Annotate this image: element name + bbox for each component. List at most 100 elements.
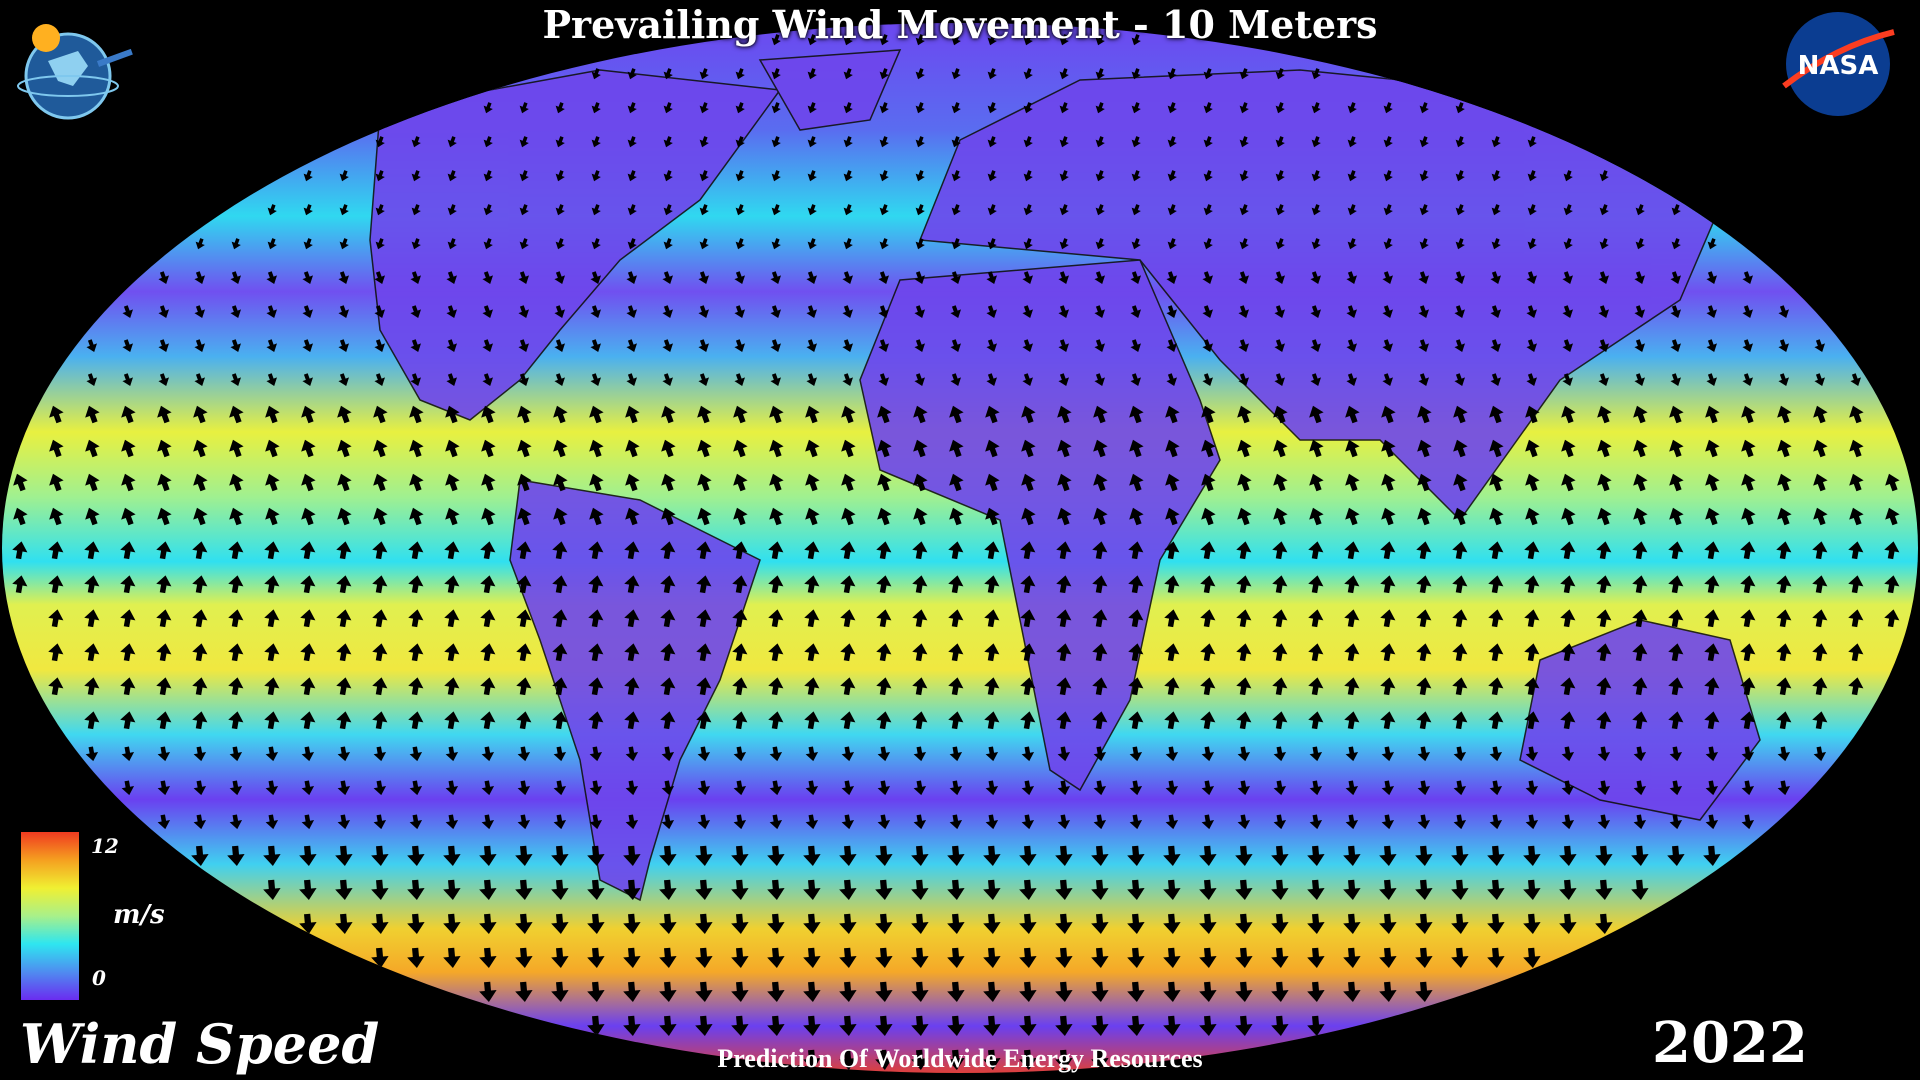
wind-arrow [913,439,928,458]
wind-arrow [519,102,529,114]
wind-arrow [1561,405,1576,424]
wind-arrow [1275,170,1285,182]
wind-arrow [552,609,568,628]
wind-arrow [266,373,277,387]
wind-arrow [1131,68,1141,80]
wind-arrow [1452,677,1468,696]
wind-arrow [626,339,637,353]
wind-arrow [1344,541,1360,560]
wind-arrow [1311,68,1321,80]
wind-arrow [843,204,853,216]
wind-arrow [985,439,1000,458]
wind-arrow [1707,238,1717,250]
wind-arrow [1849,507,1864,526]
wind-arrow [698,339,709,353]
wind-arrow [950,305,961,319]
wind-arrow [1020,541,1036,560]
wind-arrow [13,507,28,526]
wind-arrow [1632,609,1648,628]
wind-arrow [1560,643,1576,662]
wind-arrow [1379,981,1397,1002]
wind-arrow [1059,170,1069,182]
wind-arrow [1164,643,1180,662]
wind-arrow [1021,746,1035,762]
wind-arrow [553,473,568,492]
wind-arrow [627,136,637,148]
wind-arrow [1813,405,1828,424]
wind-arrow [1239,136,1249,148]
wind-arrow [158,339,169,353]
wind-arrow [516,711,532,730]
wind-arrow [1274,271,1285,285]
wind-arrow [1235,913,1253,934]
wind-arrow [1237,814,1251,830]
wind-arrow [662,339,673,353]
wind-arrow [551,845,569,866]
wind-arrow [409,780,423,796]
wind-arrow [444,609,460,628]
wind-arrow [1274,339,1285,353]
wind-arrow [1884,575,1900,594]
wind-arrow [84,643,100,662]
wind-arrow [192,609,208,628]
wind-arrow [1164,711,1180,730]
wind-arrow [336,711,352,730]
wind-arrow [372,541,388,560]
svg-text:NASA: NASA [1798,51,1879,81]
wind-arrow [590,339,601,353]
wind-arrow [1704,609,1720,628]
wind-arrow [408,643,424,662]
wind-arrow [1237,507,1252,526]
wind-arrow [912,677,928,696]
wind-arrow [409,746,423,762]
wind-arrow [1023,102,1033,114]
wind-arrow [769,780,783,796]
wind-arrow [805,746,819,762]
wind-arrow [444,677,460,696]
wind-arrow [193,507,208,526]
wind-arrow [659,913,677,934]
wind-arrow [194,373,205,387]
wind-arrow [1199,947,1217,968]
wind-arrow [1237,473,1252,492]
wind-arrow [769,473,784,492]
wind-arrow [947,913,965,934]
wind-arrow [912,541,928,560]
wind-arrow [300,575,316,594]
wind-arrow [732,711,748,730]
wind-arrow [194,271,205,285]
wind-arrow [804,541,820,560]
wind-arrow [840,677,856,696]
wind-arrow [156,677,172,696]
wind-arrow [1343,947,1361,968]
wind-arrow [661,405,676,424]
wind-arrow [878,339,889,353]
wind-arrow [1777,473,1792,492]
wind-arrow [983,947,1001,968]
wind-arrow [875,1015,893,1036]
wind-arrow [1311,238,1321,250]
wind-arrow [1091,947,1109,968]
wind-arrow [408,711,424,730]
wind-arrow [120,609,136,628]
wind-arrow [985,814,999,830]
wind-arrow [806,305,817,319]
wind-arrow [301,780,315,796]
wind-arrow [1093,780,1107,796]
wind-arrow [1019,1015,1037,1036]
wind-arrow [1311,204,1321,216]
wind-arrow [1740,677,1756,696]
wind-arrow [375,170,385,182]
wind-arrow [1239,238,1249,250]
wind-arrow [1632,711,1648,730]
wind-arrow [192,711,208,730]
wind-arrow [1848,541,1864,560]
wind-arrow [1559,913,1577,934]
wind-arrow [1523,845,1541,866]
wind-arrow [696,575,712,594]
wind-arrow [1343,981,1361,1002]
wind-arrow [950,271,961,285]
wind-arrow [1275,238,1285,250]
wind-arrow [731,913,749,934]
wind-arrow [1561,746,1575,762]
